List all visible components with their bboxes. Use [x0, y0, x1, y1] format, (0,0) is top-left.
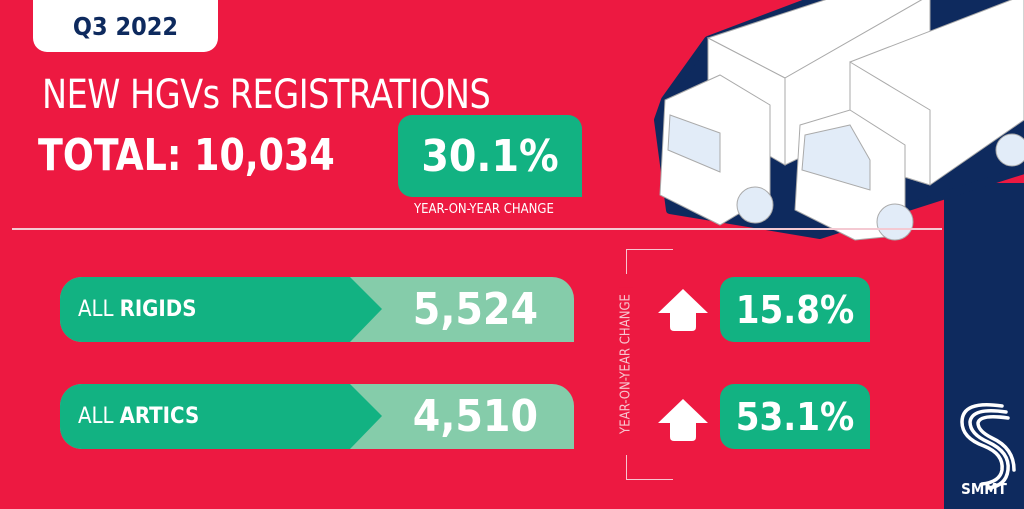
artics-change-badge: 53.1% — [720, 384, 870, 449]
rigids-change-badge: 15.8% — [720, 277, 870, 342]
period-badge: Q3 2022 — [33, 0, 218, 52]
bracket — [626, 455, 673, 480]
side-change-caption: YEAR-ON-YEAR CHANGE — [618, 288, 634, 440]
total-change-badge: 30.1% — [398, 115, 582, 197]
segment-name: RIGIDS — [119, 297, 197, 322]
total-value: 10,034 — [194, 130, 335, 181]
smmt-logo — [960, 403, 1016, 490]
segment-prefix: ALL — [78, 404, 114, 429]
segment-name: ARTICS — [119, 404, 200, 429]
segment-rigids: ALL RIGIDS 5,524 — [60, 277, 574, 342]
arrow-up-icon — [658, 399, 708, 441]
total-registrations: TOTAL: 10,034 — [38, 130, 335, 181]
divider — [12, 228, 942, 230]
total-change-caption: YEAR-ON-YEAR CHANGE — [414, 202, 554, 217]
bracket — [626, 249, 673, 274]
truck-illustration — [654, 0, 1024, 241]
total-label: TOTAL: — [38, 130, 182, 181]
brand-name: SMMT — [961, 480, 1007, 498]
segment-artics: ALL ARTICS 4,510 — [60, 384, 574, 449]
arrow-up-icon — [658, 289, 708, 331]
segment-prefix: ALL — [78, 297, 114, 322]
page-title: NEW HGVs REGISTRATIONS — [42, 72, 491, 118]
segment-value: 4,510 — [412, 391, 538, 442]
segment-value: 5,524 — [412, 284, 538, 335]
